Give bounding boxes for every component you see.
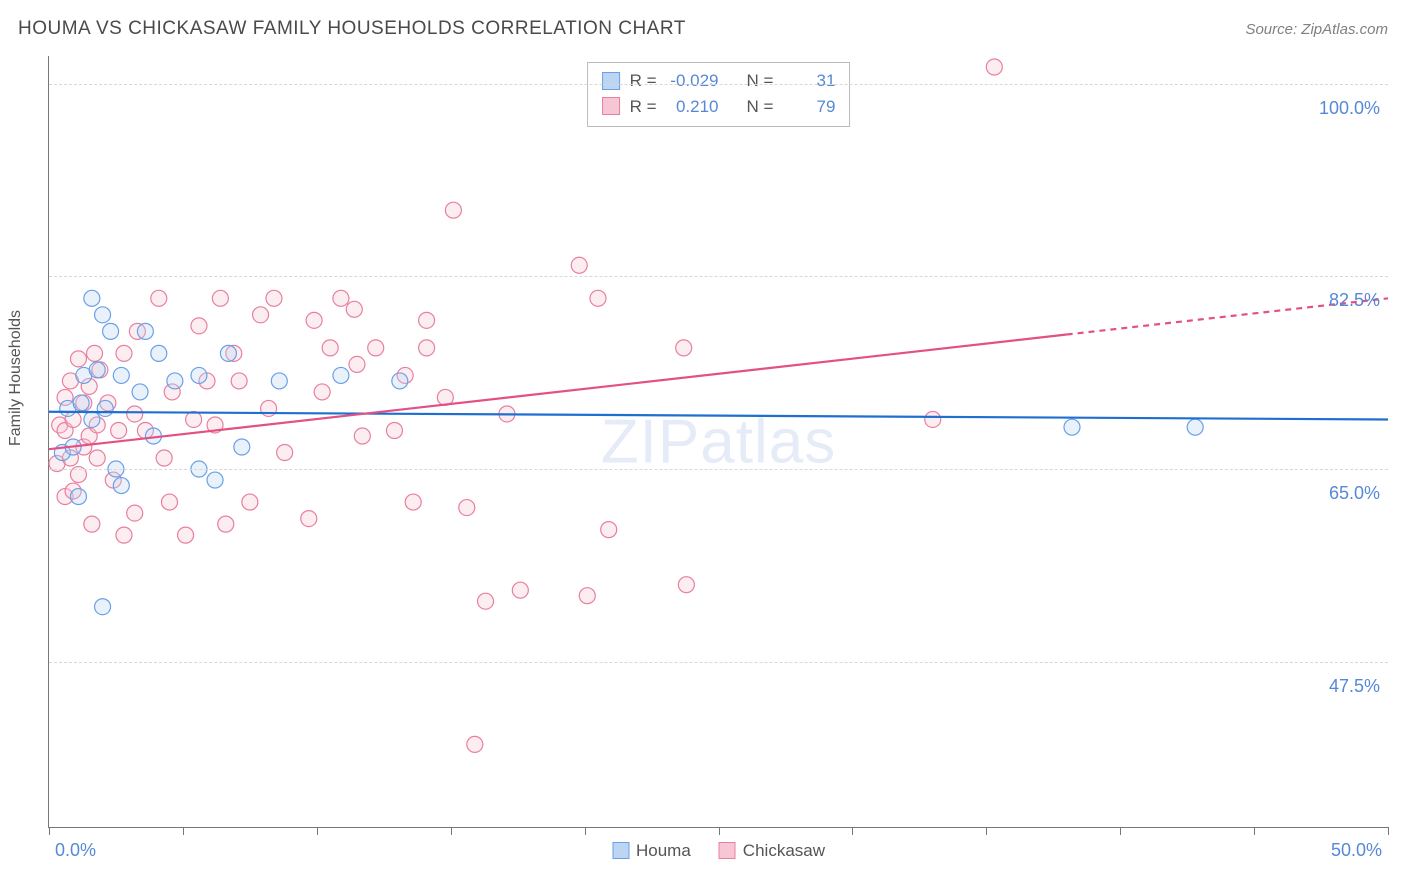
y-tick-label: 100.0% — [1319, 98, 1380, 119]
plot-area: ZIPatlas R = -0.029 N = 31 R = 0.210 N =… — [49, 56, 1388, 827]
stats-r-label-2: R = — [630, 94, 657, 120]
stats-box: R = -0.029 N = 31 R = 0.210 N = 79 — [587, 62, 851, 127]
stats-row-houma: R = -0.029 N = 31 — [602, 68, 836, 94]
x-tick — [1388, 827, 1389, 835]
x-tick — [719, 827, 720, 835]
x-tick — [1120, 827, 1121, 835]
x-tick — [585, 827, 586, 835]
gridline — [49, 469, 1388, 470]
chart-frame: ZIPatlas R = -0.029 N = 31 R = 0.210 N =… — [48, 56, 1388, 828]
stats-chickasaw-n: 79 — [783, 94, 835, 120]
stats-swatch-houma — [602, 72, 620, 90]
y-axis-title: Family Households — [7, 310, 25, 446]
legend-swatch-chickasaw — [719, 842, 736, 859]
stats-row-chickasaw: R = 0.210 N = 79 — [602, 94, 836, 120]
x-tick — [852, 827, 853, 835]
x-tick — [986, 827, 987, 835]
stats-n-label-2: N = — [747, 94, 774, 120]
legend-label-houma: Houma — [636, 841, 691, 860]
legend-item-houma: Houma — [612, 841, 691, 861]
stats-chickasaw-r: 0.210 — [667, 94, 719, 120]
x-axis-max-label: 50.0% — [1331, 840, 1382, 861]
x-tick — [1254, 827, 1255, 835]
x-axis-min-label: 0.0% — [55, 840, 96, 861]
stats-houma-r: -0.029 — [667, 68, 719, 94]
stats-r-label: R = — [630, 68, 657, 94]
y-tick-label: 47.5% — [1329, 676, 1380, 697]
stats-houma-n: 31 — [783, 68, 835, 94]
x-tick — [317, 827, 318, 835]
stats-swatch-chickasaw — [602, 97, 620, 115]
y-tick-label: 65.0% — [1329, 483, 1380, 504]
x-tick — [451, 827, 452, 835]
chart-title: HOUMA VS CHICKASAW FAMILY HOUSEHOLDS COR… — [18, 18, 686, 40]
series-legend: Houma Chickasaw — [612, 841, 825, 861]
legend-swatch-houma — [612, 842, 629, 859]
legend-item-chickasaw: Chickasaw — [719, 841, 825, 861]
gridline — [49, 662, 1388, 663]
chart-source: Source: ZipAtlas.com — [1245, 21, 1388, 38]
chart-header: HOUMA VS CHICKASAW FAMILY HOUSEHOLDS COR… — [18, 18, 1388, 40]
y-tick-label: 82.5% — [1329, 290, 1380, 311]
legend-label-chickasaw: Chickasaw — [743, 841, 825, 860]
x-tick — [49, 827, 50, 835]
gridline — [49, 276, 1388, 277]
x-tick — [183, 827, 184, 835]
plot-svg — [49, 56, 1388, 827]
stats-n-label: N = — [747, 68, 774, 94]
gridline — [49, 84, 1388, 85]
